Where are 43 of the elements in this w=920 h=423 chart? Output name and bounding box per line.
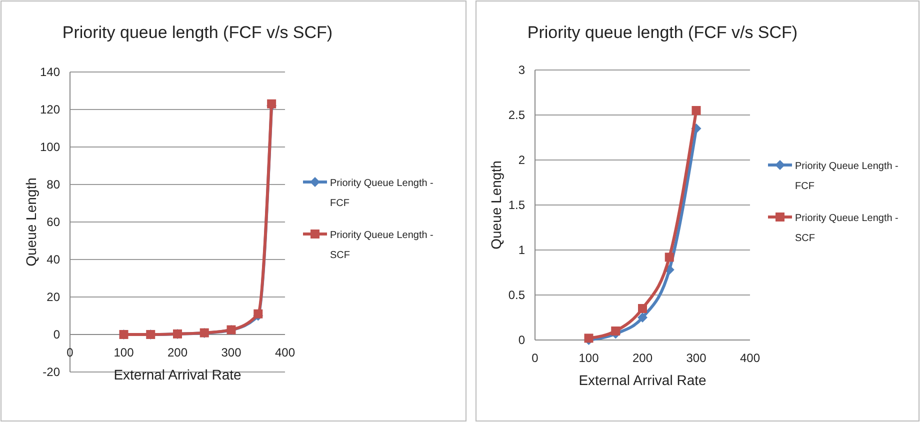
x-tick-label: 0 — [532, 351, 539, 365]
x-tick-label: 200 — [167, 346, 188, 360]
point — [638, 304, 647, 313]
y-tick-label: 100 — [40, 140, 60, 154]
y-tick-label: 140 — [40, 65, 60, 80]
chart-title: Priority queue length (FCF v/s SCF) — [527, 23, 798, 42]
legend-label: Priority Queue Length - FCF — [795, 161, 898, 192]
x-axis-title: External Arrival Rate — [578, 372, 707, 388]
x-tick-label: 400 — [274, 346, 296, 360]
legend-label: Priority Queue Length - FCF — [330, 178, 434, 209]
x-tick-label: 0 — [66, 346, 74, 360]
y-tick-label: 0 — [518, 333, 526, 348]
x-tick-label: 200 — [632, 351, 653, 365]
legend-label: Priority Queue Length - SCF — [330, 230, 434, 261]
x-tick-label: 300 — [221, 346, 242, 360]
point — [664, 252, 674, 262]
x-tick-label: 100 — [114, 346, 134, 360]
point — [638, 312, 648, 322]
y-tick-label: -20 — [42, 365, 60, 380]
y-tick-label: 0.5 — [508, 288, 526, 302]
legend-label: Priority Queue Length - SCF — [795, 213, 898, 244]
x-axis-title: External Arrival Rate — [114, 366, 242, 382]
y-axis-title: Queue Length — [488, 160, 504, 250]
point — [692, 106, 701, 115]
point — [267, 99, 276, 108]
y-tick-label: 1 — [518, 243, 526, 258]
y-tick-label: 20 — [46, 290, 60, 304]
y-tick-label: 80 — [46, 178, 60, 192]
y-tick-label: 40 — [46, 252, 60, 267]
y-tick-label: 1.5 — [508, 198, 526, 212]
y-tick-label: 2 — [518, 153, 526, 168]
x-tick-label: 300 — [686, 351, 707, 365]
y-tick-label: 60 — [46, 215, 60, 230]
y-axis-title: Queue Length — [23, 178, 39, 266]
y-tick-label: 0 — [53, 328, 60, 342]
y-tick-label: 2.5 — [508, 108, 526, 122]
chart-title: Priority queue length (FCF v/s SCF) — [62, 23, 333, 42]
x-tick-label: 100 — [578, 351, 600, 365]
y-tick-label: 120 — [40, 102, 60, 117]
point — [611, 326, 620, 336]
y-tick-label: 3 — [518, 63, 526, 78]
x-tick-label: 400 — [740, 351, 760, 365]
point — [254, 309, 263, 318]
